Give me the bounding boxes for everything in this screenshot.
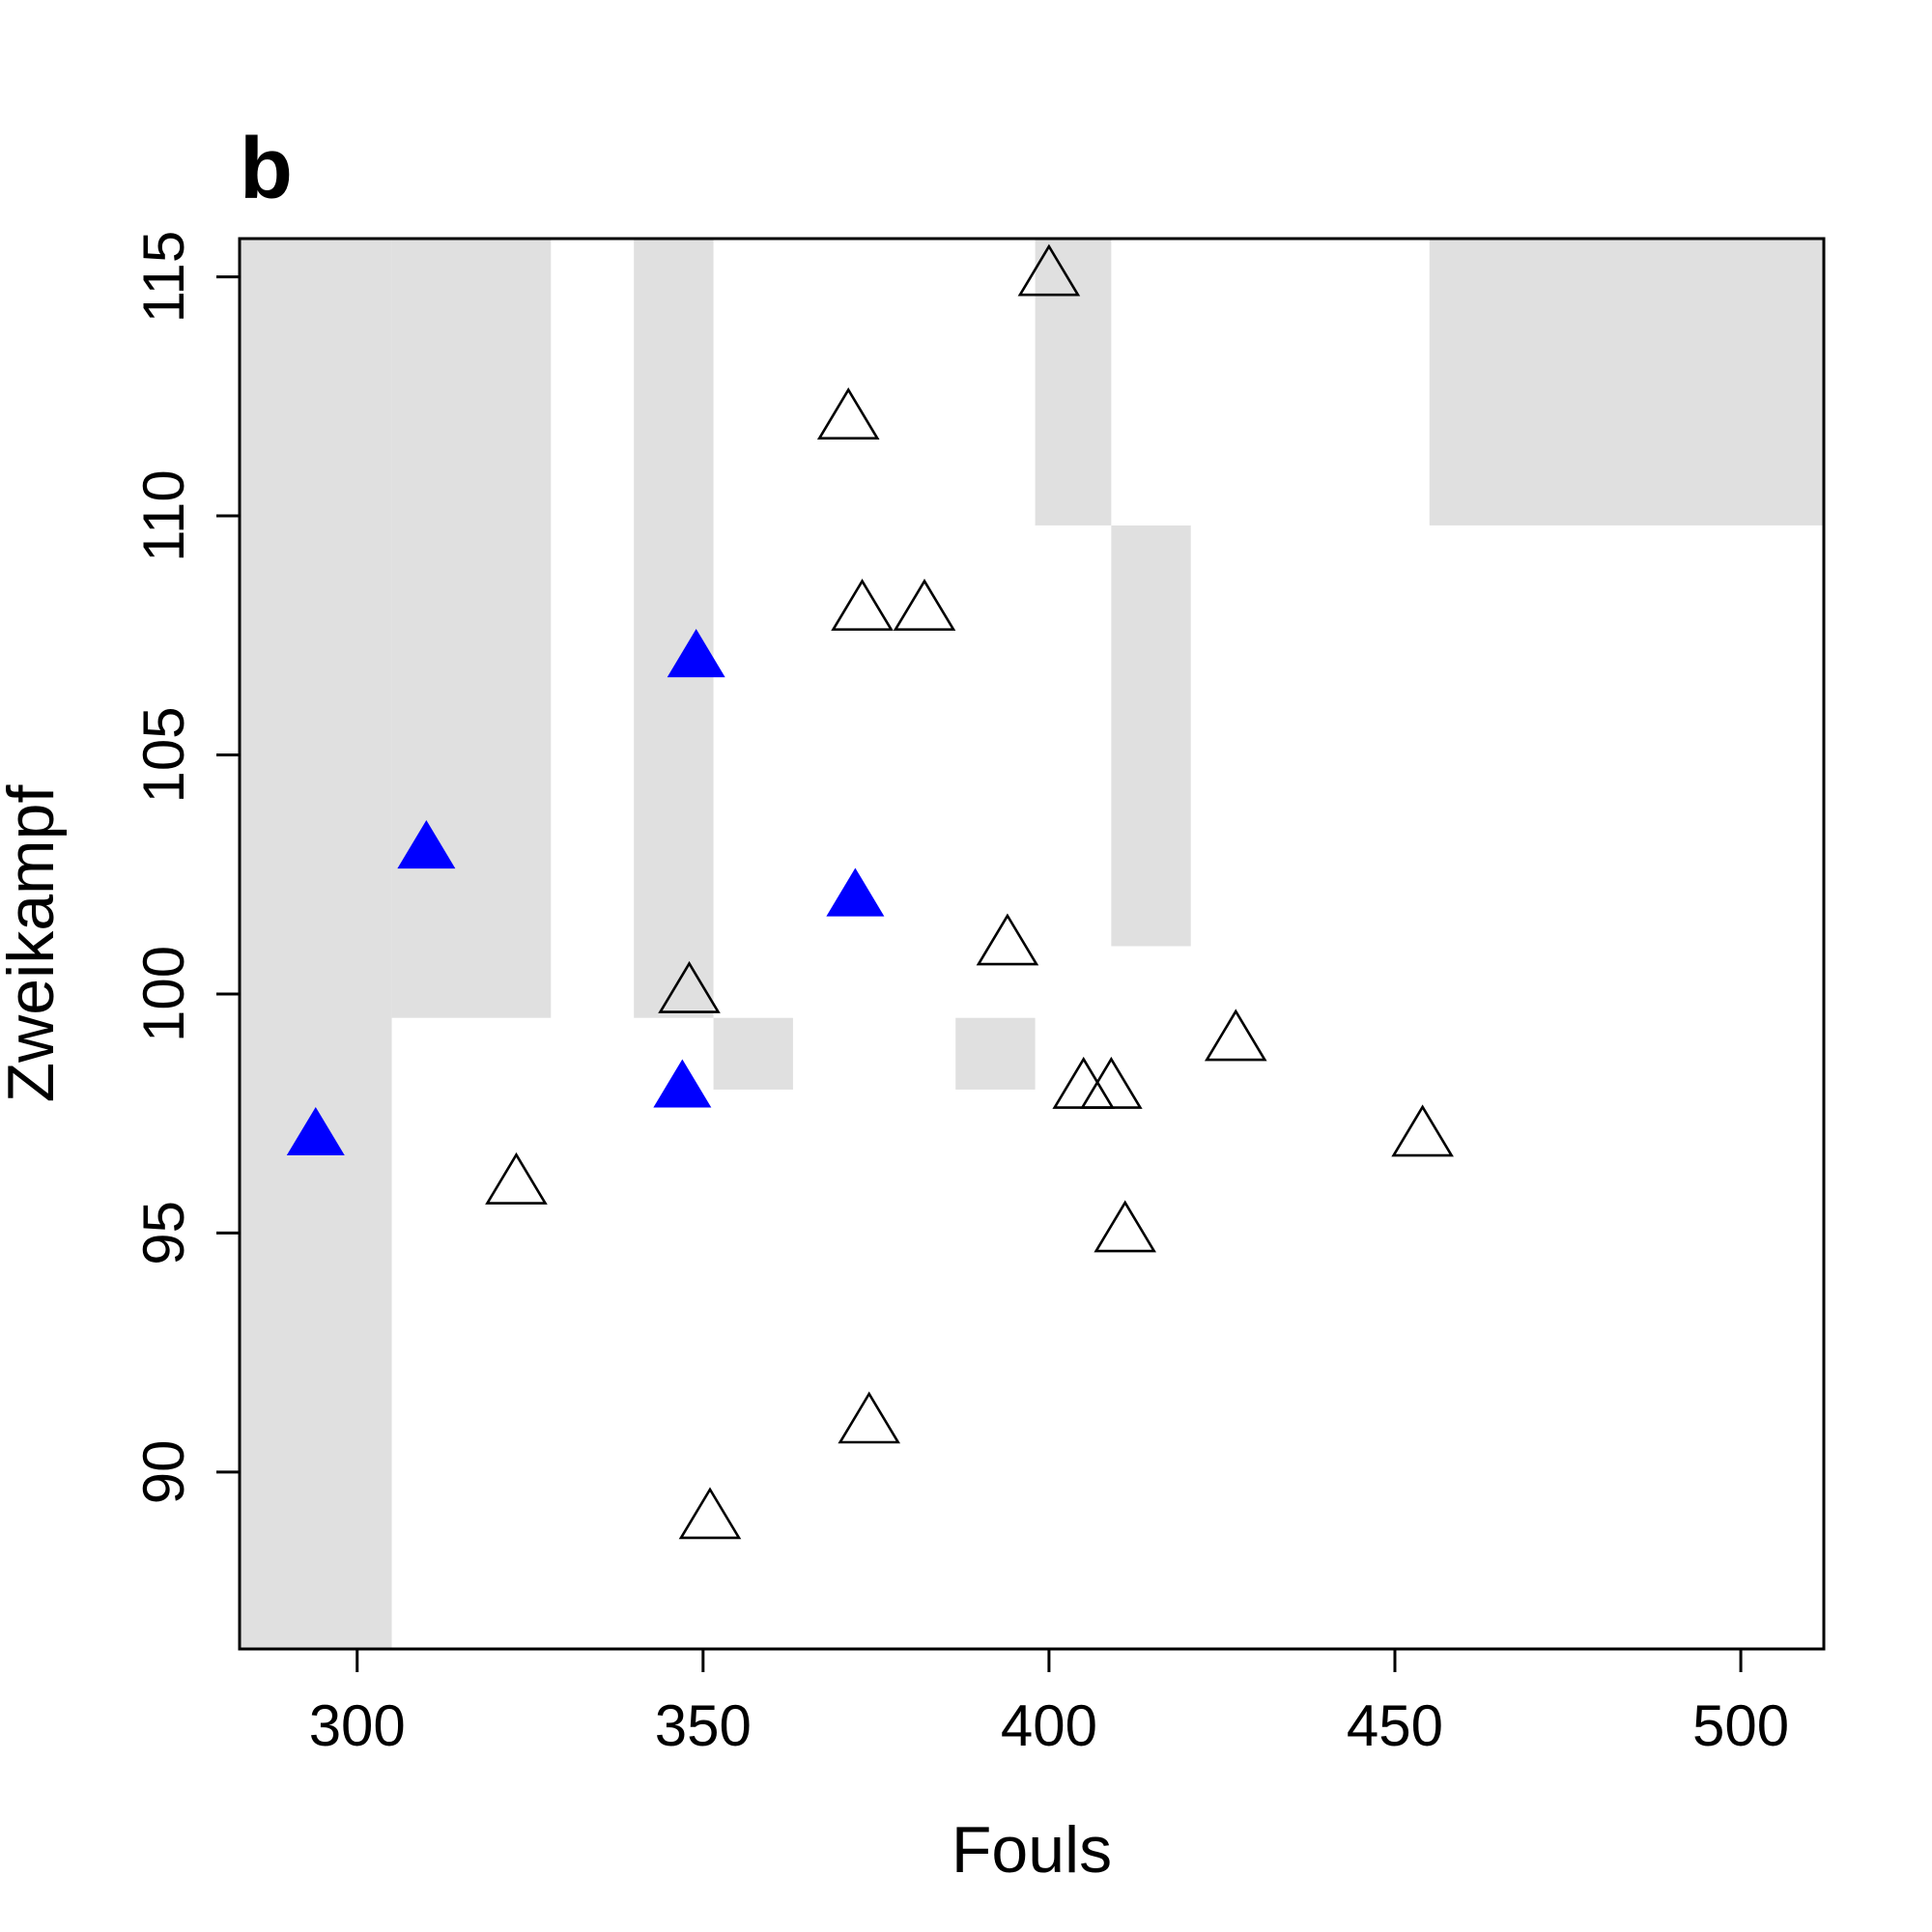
open-triangle-point [1204,1009,1267,1062]
panel-label: b [240,121,293,217]
shaded-region [240,239,392,1649]
open-triangle-point [1094,1200,1156,1253]
data-points [286,243,1454,1540]
y-axis-title: Zweikampf [0,785,68,1103]
shaded-regions [240,239,1824,1649]
shaded-region [1429,239,1824,526]
x-tick-label: 300 [309,1693,406,1758]
shaded-region [713,1017,793,1090]
shaded-region [391,239,552,1018]
x-tick-label: 450 [1347,1693,1443,1758]
open-triangle-point [1080,1056,1143,1109]
y-tick-label: 115 [131,231,196,324]
open-triangle-point [1017,243,1081,297]
y-tick-label: 95 [131,1201,196,1265]
open-triangle-point [838,1391,900,1444]
y-axis: 90 95 100 105 110 115 [131,231,240,1504]
x-tick-label: 350 [655,1693,752,1758]
open-triangle-point [816,387,880,440]
y-tick-label: 100 [131,946,196,1042]
shaded-region [1111,525,1191,947]
filled-triangle-point [397,819,456,869]
x-tick-label: 400 [1001,1693,1097,1758]
open-triangle-point [485,1151,548,1205]
y-tick-label: 105 [131,706,196,803]
y-tick-label: 110 [131,469,196,562]
y-tick-label: 90 [131,1440,196,1505]
open-triangle-point [678,1487,742,1540]
filled-triangle-point [826,867,885,917]
shaded-region [1035,239,1112,526]
open-triangle-point [831,579,894,631]
x-tick-label: 500 [1692,1693,1789,1758]
filled-triangle-point [653,1059,712,1108]
shaded-region [634,239,714,1018]
open-triangle-point [1391,1104,1454,1157]
x-axis-title: Fouls [952,1813,1112,1887]
filled-triangle-point [286,1106,345,1156]
open-triangle-point [1052,1056,1116,1109]
filled-triangle-point [667,629,725,678]
open-triangle-point [658,960,721,1013]
shaded-region [955,1017,1036,1090]
x-axis: 300 350 400 450 500 [309,1649,1789,1758]
plot-frame [238,237,1826,1651]
open-triangle-point [976,913,1039,966]
open-triangle-point [893,579,956,631]
